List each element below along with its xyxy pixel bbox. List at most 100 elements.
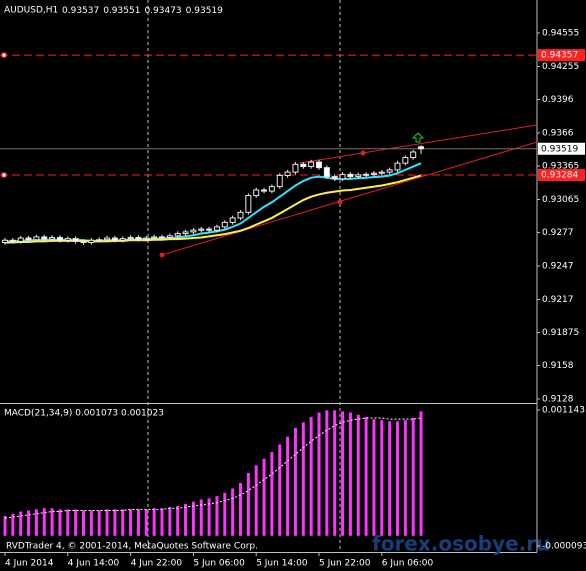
- macd-bar: [348, 412, 352, 536]
- candle-body: [190, 229, 197, 233]
- x-tick-label: 5 Jun 06:00: [193, 559, 245, 569]
- ohlc-value: 0.93519: [186, 6, 223, 16]
- candle-body: [221, 221, 228, 228]
- candle-body: [80, 240, 87, 244]
- candle-body: [284, 171, 291, 176]
- level-label: 0.94357: [541, 51, 578, 61]
- macd-bar: [136, 509, 140, 536]
- macd-bar: [396, 421, 399, 536]
- macd-bar: [286, 436, 290, 536]
- macd-bar: [160, 508, 164, 536]
- price-label-box: [538, 142, 585, 155]
- candle-body: [410, 151, 417, 159]
- level-marker: [1, 52, 7, 58]
- ohlc-value: 0.93551: [103, 6, 140, 16]
- macd-bar: [419, 411, 423, 536]
- macd-bar: [333, 410, 337, 536]
- candle-body: [331, 176, 338, 180]
- macd-bar: [27, 510, 31, 536]
- candle-body: [276, 174, 283, 188]
- candle-body: [64, 238, 71, 241]
- macd-bar: [66, 509, 70, 536]
- y-tick-label: 0.9277: [542, 228, 574, 238]
- candle-body: [363, 173, 370, 176]
- candle-body: [182, 231, 189, 235]
- candle-body: [174, 233, 181, 237]
- macd-bar: [42, 508, 46, 536]
- macd-bar: [19, 511, 23, 536]
- candle-body: [96, 239, 103, 242]
- macd-bar: [372, 419, 376, 536]
- level-marker: [1, 172, 7, 178]
- ohlc-header: 0.93537 0.93551 0.93473 0.93519: [62, 6, 223, 16]
- candle-body: [213, 226, 220, 231]
- macd-bar: [231, 488, 235, 536]
- candle-body: [56, 236, 63, 241]
- candle-body: [339, 173, 346, 180]
- x-tick-label: 4 Jun 22:00: [131, 559, 183, 569]
- macd-y-tick-label: 0.001143: [542, 406, 585, 416]
- macd-bar: [105, 509, 109, 536]
- candle-body: [143, 237, 150, 240]
- macd-bar: [58, 509, 62, 536]
- macd-bar: [325, 410, 329, 536]
- level-label: 0.93284: [541, 171, 578, 181]
- y-tick-label: 0.9396: [542, 95, 574, 105]
- macd-bar: [152, 508, 156, 536]
- y-tick-label: 0.9158: [542, 361, 574, 371]
- watermark: forex.osobye.ru: [372, 532, 550, 556]
- candle-body: [300, 163, 307, 168]
- candle-body: [323, 167, 330, 178]
- candle-body: [33, 236, 40, 241]
- y-tick-label: 0.9247: [542, 261, 574, 271]
- x-tick-label: 4 Jun 2014: [5, 559, 54, 569]
- macd-bar: [254, 465, 258, 536]
- candle-body: [261, 189, 268, 192]
- candle-body: [292, 163, 299, 173]
- candle-body: [268, 186, 275, 192]
- macd-bar: [239, 482, 242, 536]
- candle-body: [253, 189, 260, 197]
- candle-body: [198, 228, 205, 231]
- candle-body: [237, 211, 244, 219]
- level-label-box: [538, 169, 585, 182]
- candle-body: [229, 217, 236, 223]
- macd-bar: [191, 501, 195, 536]
- macd-bar: [356, 414, 360, 536]
- candle-body: [151, 236, 158, 239]
- macd-bar: [168, 507, 172, 536]
- macd-bar: [113, 509, 117, 536]
- candle-body: [355, 174, 362, 178]
- macd-bar: [246, 473, 250, 536]
- macd-bar: [74, 509, 78, 536]
- candle-body: [166, 235, 173, 238]
- candle-body: [88, 239, 95, 244]
- y-tick-label: 0.93365: [542, 161, 579, 171]
- copyright: RVDTrader 4, © 2001-2014, MetaQuotes Sof…: [6, 542, 258, 552]
- buy-arrow: [411, 132, 425, 143]
- macd-bar: [411, 418, 415, 536]
- y-tick-label: 0.9128: [542, 394, 574, 404]
- frame: [0, 0, 538, 553]
- candle-body: [17, 237, 24, 242]
- macd-bar: [89, 510, 93, 536]
- x-tick-label: 5 Jun 22:00: [319, 559, 371, 569]
- y-tick-label: 0.94555: [542, 28, 579, 38]
- macd-bar: [270, 452, 274, 536]
- macd-bar: [82, 510, 85, 536]
- macd-bar: [50, 508, 54, 536]
- candle-body: [72, 238, 79, 242]
- macd-bar: [341, 411, 345, 536]
- macd-bar: [293, 427, 297, 536]
- macd-bar: [301, 422, 305, 536]
- ohlc-value: 0.93537: [62, 6, 99, 16]
- x-tick-label: 4 Jun 14:00: [68, 559, 120, 569]
- macd-bar: [144, 509, 148, 536]
- candle-body: [347, 173, 354, 178]
- candle-body: [135, 236, 142, 240]
- candle-body: [394, 162, 401, 171]
- candle-body: [2, 239, 8, 244]
